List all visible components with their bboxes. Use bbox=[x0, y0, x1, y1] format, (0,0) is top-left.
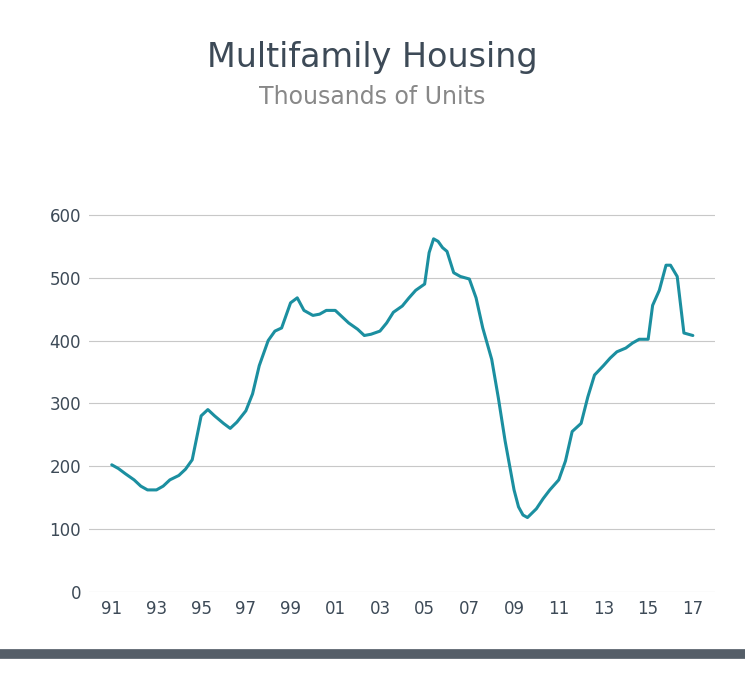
Text: Multifamily Housing: Multifamily Housing bbox=[207, 41, 538, 74]
Text: Thousands of Units: Thousands of Units bbox=[259, 84, 486, 109]
